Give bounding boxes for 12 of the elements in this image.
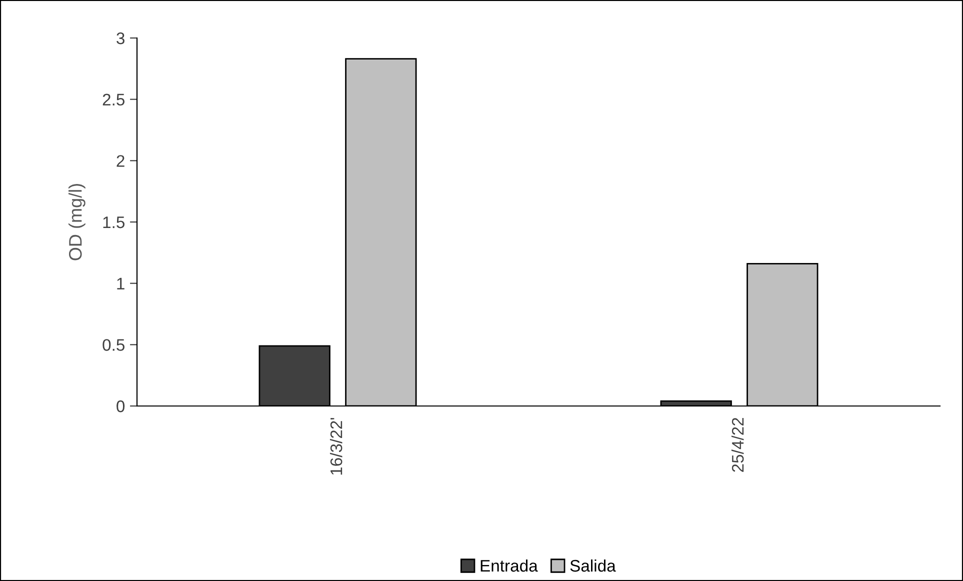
y-tick-label: 1.5 bbox=[103, 216, 124, 228]
y-tick-label: 0.5 bbox=[102, 339, 124, 351]
y-axis-title: OD (mg/l) bbox=[68, 184, 86, 260]
x-tick-label: 16/3/22' bbox=[330, 418, 342, 475]
y-tick-label: 3 bbox=[116, 32, 124, 44]
y-tick-label: 1 bbox=[117, 278, 124, 290]
legend-label: Salida bbox=[570, 559, 616, 572]
y-tick-label: 2 bbox=[116, 155, 124, 167]
x-tick-label: 25/4/22 bbox=[731, 418, 744, 472]
legend-label: Entrada bbox=[480, 559, 538, 572]
y-tick-label: 0 bbox=[116, 400, 125, 412]
y-tick-label: 2.5 bbox=[102, 94, 124, 106]
